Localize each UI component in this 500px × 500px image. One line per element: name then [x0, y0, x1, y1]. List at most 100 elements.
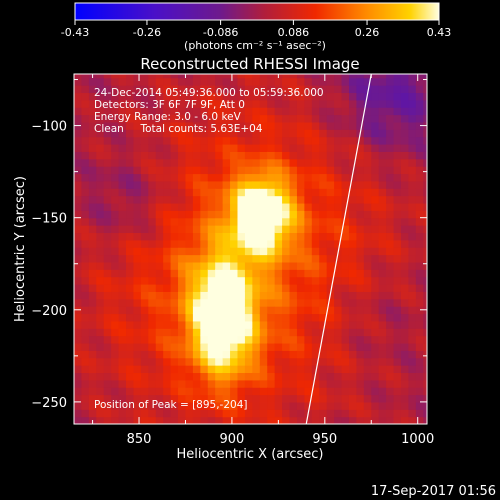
heatmap-cell: [259, 320, 268, 329]
heatmap-cell: [111, 151, 120, 160]
heatmap-cell: [334, 74, 343, 79]
heatmap-cell: [393, 151, 402, 160]
heatmap-cell: [363, 217, 372, 226]
heatmap-cell: [96, 239, 105, 248]
heatmap-cell: [363, 92, 372, 101]
heatmap-cell: [348, 350, 357, 359]
heatmap-cell: [230, 151, 239, 160]
heatmap-cell: [356, 202, 365, 211]
heatmap-cell: [185, 144, 194, 152]
heatmap-cell: [296, 195, 305, 204]
heatmap-cell: [170, 247, 179, 256]
heatmap-cell: [207, 350, 216, 359]
heatmap-cell: [185, 151, 194, 160]
heatmap-cell: [371, 92, 380, 101]
y-tick-label: −250: [31, 396, 67, 411]
heatmap-cell: [326, 394, 335, 403]
heatmap-cell: [282, 195, 291, 204]
heatmap-cell: [185, 416, 194, 424]
heatmap-cell: [267, 107, 276, 116]
heatmap-cell: [178, 261, 187, 270]
heatmap-cell: [185, 365, 194, 374]
heatmap-cell: [363, 225, 372, 234]
heatmap-cell: [140, 232, 149, 241]
heatmap-cell: [170, 335, 179, 344]
heatmap-cell: [200, 284, 209, 292]
heatmap-cell: [282, 129, 291, 138]
heatmap-cell: [326, 121, 335, 130]
heatmap-cell: [311, 335, 320, 344]
heatmap-cell: [289, 379, 298, 388]
heatmap-cell: [185, 320, 194, 329]
heatmap-cell: [148, 77, 157, 86]
heatmap-cell: [423, 92, 427, 101]
heatmap-cell: [244, 232, 253, 241]
heatmap-cell: [282, 320, 291, 329]
heatmap-cell: [282, 99, 291, 108]
heatmap-cell: [423, 291, 427, 300]
heatmap-cell: [178, 276, 187, 285]
heatmap-cell: [237, 276, 246, 285]
heatmap-cell: [393, 387, 402, 396]
heatmap-cell: [155, 394, 164, 403]
heatmap-cell: [207, 239, 216, 248]
heatmap-cell: [371, 401, 380, 410]
heatmap-cell: [155, 77, 164, 86]
heatmap-cell: [267, 232, 276, 241]
heatmap-cell: [334, 77, 343, 86]
heatmap-cell: [163, 350, 172, 359]
heatmap-cell: [304, 342, 313, 351]
heatmap-cell: [296, 210, 305, 219]
heatmap-cell: [215, 173, 224, 182]
heatmap-cell: [371, 225, 380, 234]
heatmap-cell: [356, 195, 365, 204]
heatmap-cell: [103, 350, 112, 359]
heatmap-cell: [170, 225, 179, 234]
heatmap-cell: [311, 74, 320, 79]
heatmap-cell: [356, 217, 365, 226]
heatmap-cell: [319, 335, 328, 344]
heatmap-cell: [348, 276, 357, 285]
heatmap-cell: [386, 276, 395, 285]
heatmap-cell: [81, 328, 90, 337]
heatmap-cell: [192, 74, 201, 79]
heatmap-cell: [363, 320, 372, 329]
heatmap-cell: [207, 379, 216, 388]
heatmap-cell: [215, 136, 224, 145]
heatmap-cell: [111, 328, 120, 337]
heatmap-cell: [326, 306, 335, 315]
heatmap-cell: [311, 291, 320, 300]
heatmap-cell: [237, 269, 246, 278]
heatmap-cell: [126, 202, 135, 211]
heatmap-cell: [111, 335, 120, 344]
heatmap-cell: [178, 180, 187, 189]
heatmap-cell: [252, 74, 261, 79]
heatmap-cell: [341, 136, 350, 145]
heatmap-cell: [363, 313, 372, 322]
heatmap-cell: [103, 188, 112, 197]
heatmap-cell: [334, 409, 343, 418]
heatmap-cell: [252, 313, 261, 322]
x-tick-label: 850: [127, 432, 152, 447]
heatmap-cell: [148, 74, 157, 79]
heatmap-cell: [356, 298, 365, 307]
heatmap-cell: [96, 151, 105, 160]
heatmap-cell: [126, 291, 135, 300]
heatmap-cell: [319, 92, 328, 101]
heatmap-cell: [215, 416, 224, 424]
heatmap-cell: [170, 180, 179, 189]
heatmap-cell: [334, 291, 343, 300]
heatmap-cell: [252, 261, 261, 270]
heatmap-cell: [133, 239, 142, 248]
heatmap-cell: [356, 350, 365, 359]
heatmap-cell: [88, 166, 97, 175]
heatmap-cell: [296, 188, 305, 197]
heatmap-cell: [111, 173, 120, 182]
heatmap-cell: [282, 121, 291, 130]
solar-limb-line: [305, 74, 372, 424]
heatmap-cell: [371, 217, 380, 226]
heatmap-cell: [170, 92, 179, 101]
heatmap-cell: [200, 357, 209, 366]
heatmap-cell: [185, 129, 194, 138]
heatmap-cell: [341, 180, 350, 189]
